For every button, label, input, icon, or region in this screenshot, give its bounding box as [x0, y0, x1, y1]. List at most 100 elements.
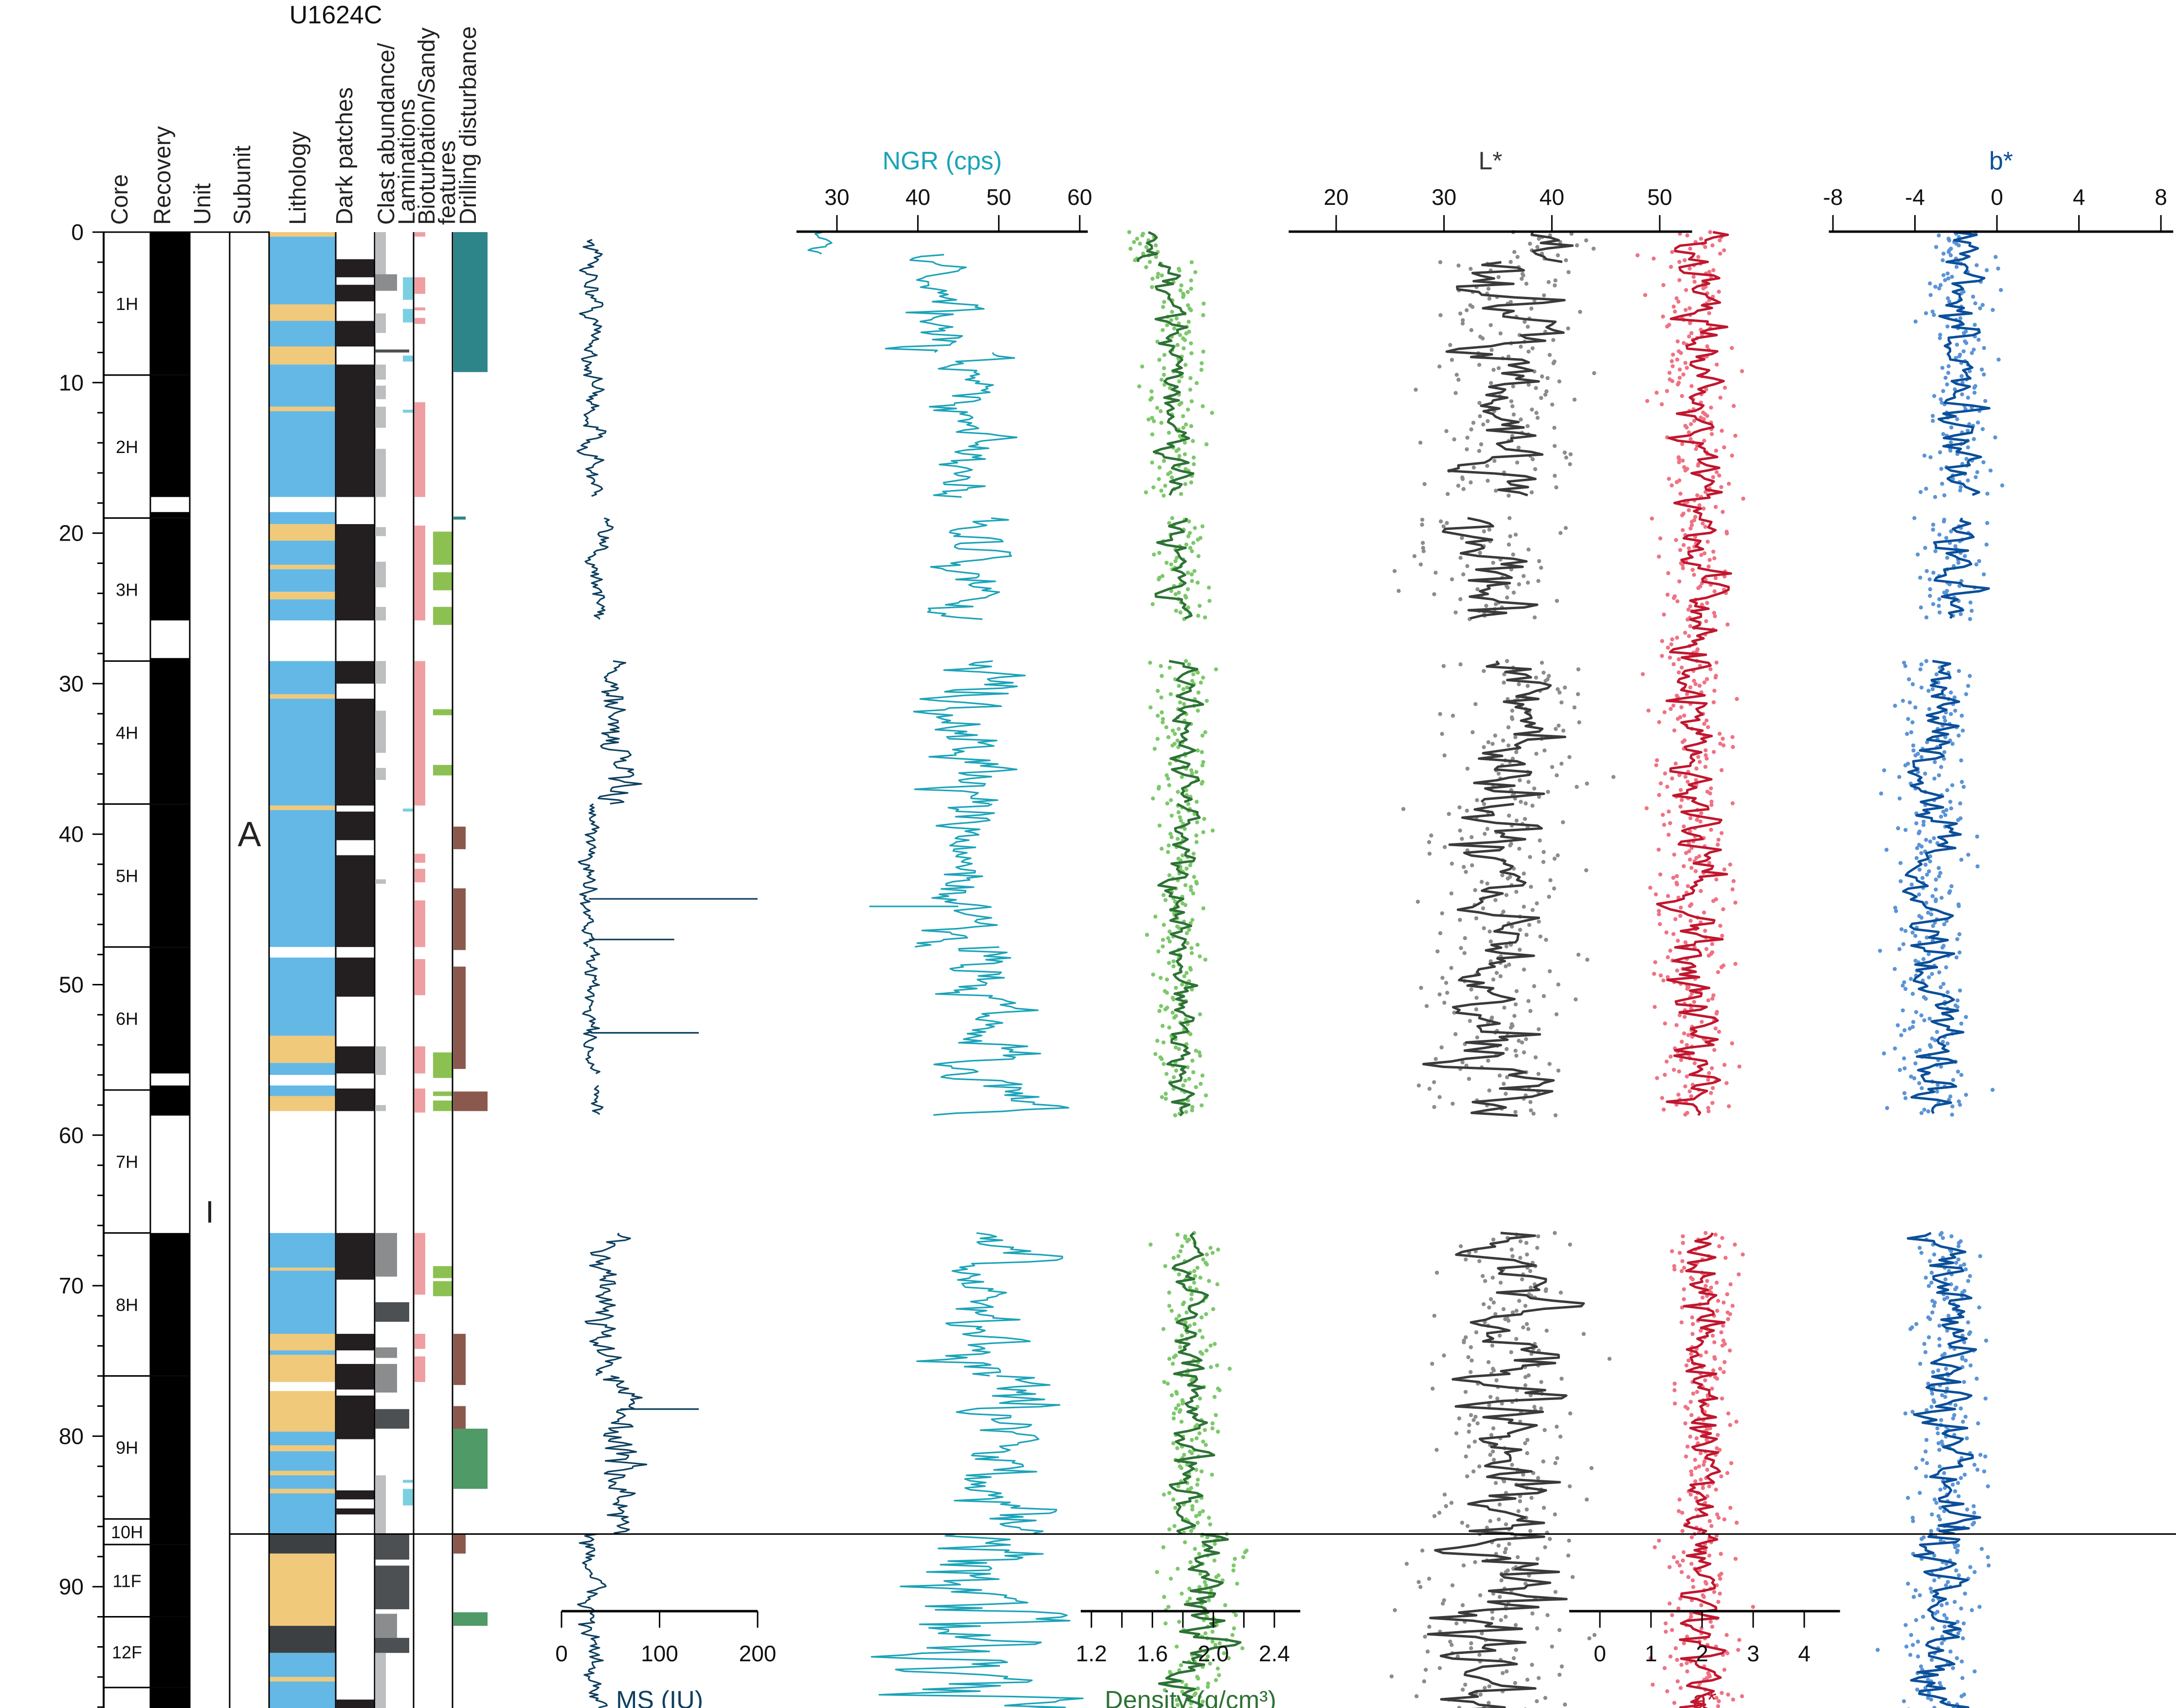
recovery-bar	[150, 1376, 190, 1519]
bioturbation-bar	[415, 959, 425, 995]
lstar-data-point	[1444, 981, 1448, 985]
astar-data-point	[1641, 672, 1645, 676]
density-data-point	[1193, 1274, 1197, 1278]
astar-data-point	[1712, 700, 1716, 704]
lstar-data-point	[1481, 1274, 1485, 1278]
density-data-point	[1178, 1410, 1181, 1414]
lstar-data-point	[1469, 1345, 1473, 1349]
lstar-data-point	[1444, 429, 1448, 433]
lstar-data-point	[1434, 1448, 1438, 1452]
density-data-point	[1189, 287, 1193, 291]
lstar-data-point	[1463, 936, 1467, 940]
physical-property-logs	[562, 230, 2004, 1708]
lstar-data-point	[1518, 1256, 1522, 1260]
lstar-data-point	[1546, 790, 1550, 794]
astar-data-point	[1708, 667, 1712, 671]
lstar-data-point	[1536, 416, 1540, 419]
lstar-data-point	[1465, 447, 1469, 451]
density-data-point	[1193, 1322, 1197, 1326]
density-data-point	[1216, 1667, 1220, 1671]
density-data-point	[1157, 477, 1161, 481]
astar-data-point	[1711, 899, 1715, 903]
lstar-data-point	[1508, 534, 1512, 538]
lstar-data-point	[1481, 422, 1485, 426]
density-data-point	[1190, 1058, 1194, 1062]
density-data-point	[1177, 1314, 1181, 1318]
lstar-data-point	[1440, 976, 1444, 980]
lstar-data-point	[1450, 1501, 1453, 1505]
lstar-data-point	[1432, 1080, 1436, 1084]
density-data-point	[1162, 1492, 1166, 1496]
density-data-point	[1211, 1421, 1215, 1425]
density-data-point	[1179, 1249, 1182, 1253]
density-data-point	[1192, 1281, 1196, 1285]
density-data-point	[1201, 1439, 1205, 1443]
lstar-data-point	[1488, 323, 1492, 327]
astar-data-point	[1671, 876, 1675, 880]
density-data-point	[1177, 684, 1181, 688]
density-data-point	[1170, 835, 1174, 839]
lithology-mud	[269, 600, 336, 620]
density-data-point	[1187, 519, 1191, 523]
lstar-data-point	[1530, 1612, 1534, 1616]
lstar-data-point	[1501, 739, 1505, 743]
subunit-box	[230, 232, 269, 1534]
density-data-point	[1197, 954, 1201, 958]
clast-abundance-bar	[375, 607, 386, 620]
density-data-point	[1188, 1560, 1192, 1564]
lstar-data-point	[1491, 1276, 1495, 1280]
lamination-bar	[403, 277, 414, 300]
density-data-point	[1207, 1598, 1211, 1602]
astar-data-point	[1721, 510, 1724, 514]
astar-data-point	[1718, 732, 1722, 736]
dark-patch	[336, 1490, 375, 1500]
lstar-data-point	[1575, 785, 1578, 789]
lstar-data-point	[1513, 735, 1517, 739]
lstar-data-point	[1513, 1049, 1517, 1053]
lstar-data-point	[1486, 827, 1489, 831]
astar-data-point	[1663, 710, 1667, 714]
density-data-point	[1161, 893, 1165, 897]
lstar-data-point	[1490, 1617, 1494, 1620]
astar-data-point	[1705, 677, 1709, 681]
astar-data-point	[1681, 458, 1685, 462]
astar-data-point	[1666, 955, 1669, 959]
lstar-data-point	[1510, 709, 1514, 712]
lstar-data-point	[1425, 1004, 1429, 1008]
lstar-data-point	[1512, 413, 1516, 417]
lstar-data-point	[1557, 1069, 1560, 1072]
astar-data-point	[1669, 265, 1673, 269]
lstar-data-point	[1528, 242, 1532, 246]
density-data-point	[1191, 672, 1195, 676]
density-data-point	[1196, 1521, 1199, 1525]
astar-data-point	[1735, 697, 1739, 701]
density-data-point	[1159, 976, 1162, 980]
recovery-bar	[150, 661, 190, 804]
lstar-data-point	[1487, 1684, 1491, 1688]
density-data-point	[1160, 847, 1163, 851]
lstar-data-point	[1542, 994, 1546, 998]
lstar-data-point	[1489, 940, 1493, 944]
astar-data-point	[1718, 238, 1722, 242]
lstar-data-point	[1530, 407, 1534, 411]
lithology-sand	[269, 407, 336, 411]
density-data-point	[1159, 1004, 1163, 1008]
lstar-data-point	[1405, 1562, 1409, 1565]
density-data-point	[1193, 270, 1197, 274]
bioturbation-bar	[415, 1334, 425, 1349]
lstar-data-point	[1612, 775, 1615, 779]
lstar-data-point	[1529, 885, 1533, 889]
density-data-point	[1195, 381, 1198, 385]
astar-data-point	[1704, 619, 1708, 623]
log-astar	[1635, 230, 1767, 1708]
astar-data-point	[1681, 372, 1685, 376]
astar-data-point	[1666, 571, 1670, 575]
lithology-sand	[269, 1489, 336, 1493]
lstar-data-point	[1554, 1113, 1558, 1117]
ngr-curve	[808, 232, 832, 254]
density-data-point	[1170, 814, 1174, 818]
astar-data-point	[1740, 369, 1744, 373]
ngr-curve	[915, 804, 997, 946]
lstar-data-point	[1458, 829, 1462, 833]
drilling-disturbance-bar	[453, 1612, 488, 1626]
